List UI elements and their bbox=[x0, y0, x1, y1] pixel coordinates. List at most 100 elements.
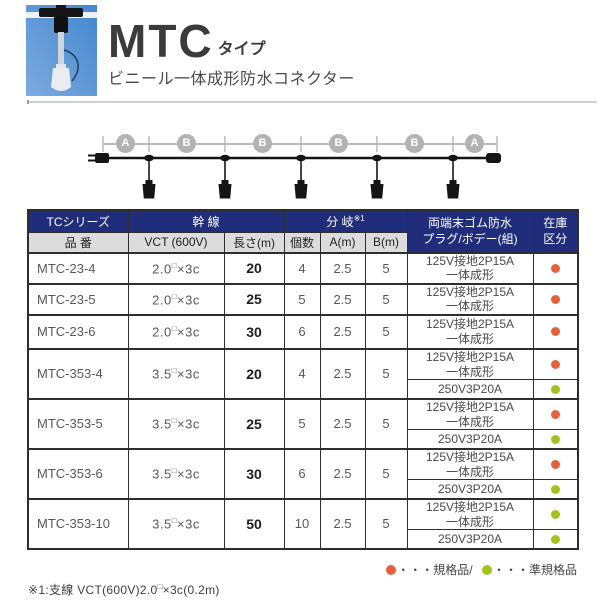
standard-dot-icon bbox=[386, 565, 397, 575]
plug-line1: 125V接地2P15A bbox=[425, 450, 515, 465]
vct-main: 2.0 bbox=[152, 261, 172, 277]
clamp-body bbox=[54, 16, 68, 33]
plug-line1: 250V3P20A bbox=[437, 481, 503, 496]
table-row: MTC-23-5 2.0□×3c 25 5 2.5 5 125V接地2P15A 一… bbox=[27, 282, 579, 316]
vct-tail: ×3c bbox=[177, 291, 200, 307]
segment-label: B bbox=[253, 134, 272, 153]
length-value: 25 bbox=[223, 397, 285, 450]
vct-sup: □ bbox=[171, 466, 178, 476]
page-title: MTC bbox=[108, 15, 214, 67]
drop-socket bbox=[218, 154, 232, 199]
stock-dot bbox=[550, 460, 560, 470]
vct-main: 3.5 bbox=[152, 466, 172, 482]
socket-bell bbox=[51, 68, 71, 91]
footnote-prefix: ※1:支線 VCT(600V)2.0 bbox=[28, 583, 158, 597]
a-value: 2.5 bbox=[319, 397, 366, 450]
b-value: 5 bbox=[364, 497, 408, 550]
segment-label: B bbox=[329, 134, 348, 153]
plug-line2: 一体成形 bbox=[445, 464, 494, 479]
stock-dot bbox=[550, 410, 560, 420]
table-row: MTC-353-5 3.5□×3c 25 5 2.5 5 125V接地2P15A… bbox=[27, 397, 579, 450]
pieces-value: 4 bbox=[283, 252, 321, 285]
b-value: 5 bbox=[364, 313, 408, 350]
vct-value: 3.5□×3c bbox=[127, 447, 225, 500]
header-stock-line1: 在庫 bbox=[543, 215, 568, 230]
header-b: B(m) bbox=[364, 231, 408, 254]
pieces-value: 5 bbox=[283, 282, 321, 316]
plug-line2: 一体成形 bbox=[445, 299, 494, 314]
pieces-value: 5 bbox=[283, 397, 321, 450]
end-connector-icon bbox=[486, 153, 501, 163]
vct-sup: □ bbox=[171, 324, 178, 334]
stock-dot bbox=[550, 263, 560, 273]
a-value: 2.5 bbox=[319, 447, 366, 500]
plug-line2: 一体成形 bbox=[445, 268, 494, 283]
plug-spec: 250V3P20A bbox=[406, 429, 534, 450]
header-length: 長さ(m) bbox=[223, 231, 285, 254]
vct-sup: □ bbox=[171, 366, 178, 376]
plug-line1: 125V接地2P15A bbox=[425, 350, 515, 365]
t-clamp bbox=[39, 8, 83, 17]
header-stock-line2: 区分 bbox=[543, 231, 568, 246]
header-branch-text: 分 岐 bbox=[326, 214, 354, 229]
vct-sup: □ bbox=[171, 516, 178, 526]
header-series: TCシリーズ bbox=[27, 209, 129, 233]
plug-line1: 250V3P20A bbox=[437, 431, 503, 446]
pieces-value: 6 bbox=[283, 447, 321, 500]
diagram-art bbox=[88, 136, 501, 199]
part-number: MTC-23-4 bbox=[27, 252, 129, 285]
plug-spec: 125V接地2P15A 一体成形 bbox=[406, 282, 534, 316]
stock-dot bbox=[550, 484, 560, 494]
segment-label: A bbox=[116, 134, 135, 153]
part-number: MTC-23-5 bbox=[27, 282, 129, 316]
vct-main: 2.0 bbox=[152, 324, 172, 340]
plug-line1: 125V接地2P15A bbox=[425, 284, 515, 299]
plug-spec: 125V接地2P15A 一体成形 bbox=[406, 397, 534, 431]
plug-spec: 250V3P20A bbox=[406, 529, 534, 550]
vct-tail: ×3c bbox=[177, 366, 200, 382]
socket-neck bbox=[56, 64, 66, 69]
plug-line1: 125V接地2P15A bbox=[425, 400, 515, 415]
b-value: 5 bbox=[364, 347, 408, 400]
semi-standard-label: ・・・準規格品 bbox=[492, 563, 577, 577]
vct-sup: □ bbox=[171, 416, 178, 426]
stock-cell bbox=[532, 379, 579, 400]
a-value: 2.5 bbox=[319, 282, 366, 316]
drop-socket bbox=[370, 154, 384, 199]
stock-dot bbox=[550, 294, 560, 304]
header-plug-line1: 両端末ゴム防水 bbox=[427, 215, 512, 230]
table-subrow: 250V3P20A bbox=[28, 529, 579, 550]
table-row: MTC-23-4 2.0□×3c 20 4 2.5 5 125V接地2P15A 一… bbox=[27, 252, 579, 285]
page-title-type: タイプ bbox=[217, 41, 266, 58]
plug-spec: 125V接地2P15A 一体成形 bbox=[406, 313, 534, 350]
vct-value: 3.5□×3c bbox=[127, 397, 225, 450]
horizontal-divider bbox=[27, 100, 597, 104]
stock-cell bbox=[532, 529, 579, 550]
dimension-diagram: A B B B B A bbox=[0, 128, 600, 204]
table-row: MTC-353-6 3.5□×3c 30 6 2.5 5 125V接地2P15A… bbox=[27, 447, 579, 500]
pieces-value: 10 bbox=[283, 497, 321, 550]
semi-standard-dot-icon bbox=[481, 565, 492, 575]
stock-cell bbox=[532, 479, 579, 500]
standard-label: ・・・規格品/ bbox=[397, 563, 473, 577]
dimension-ticks bbox=[102, 136, 498, 152]
table-row: MTC-353-10 3.5□×3c 50 10 2.5 5 125V接地2P1… bbox=[27, 497, 579, 550]
stock-cell bbox=[532, 252, 579, 285]
stock-dot bbox=[550, 327, 560, 337]
stock-cell bbox=[532, 429, 579, 450]
vct-tail: ×3c bbox=[177, 416, 200, 432]
table-row: MTC-353-4 3.5□×3c 20 4 2.5 5 125V接地2P15A… bbox=[27, 347, 579, 400]
vct-value: 2.0□×3c bbox=[127, 252, 225, 285]
b-value: 5 bbox=[364, 397, 408, 450]
vct-value: 3.5□×3c bbox=[127, 497, 225, 550]
vct-main: 3.5 bbox=[152, 516, 172, 532]
plug-spec: 125V接地2P15A 一体成形 bbox=[406, 447, 534, 481]
stock-cell bbox=[532, 313, 579, 350]
plug-line1: 250V3P20A bbox=[437, 531, 503, 546]
plug-line2: 一体成形 bbox=[445, 364, 494, 379]
header-part-no: 品 番 bbox=[27, 231, 129, 254]
vct-tail: ×3c bbox=[177, 516, 200, 532]
header-pieces: 個数 bbox=[283, 231, 321, 254]
plug-spec: 250V3P20A bbox=[406, 479, 534, 500]
